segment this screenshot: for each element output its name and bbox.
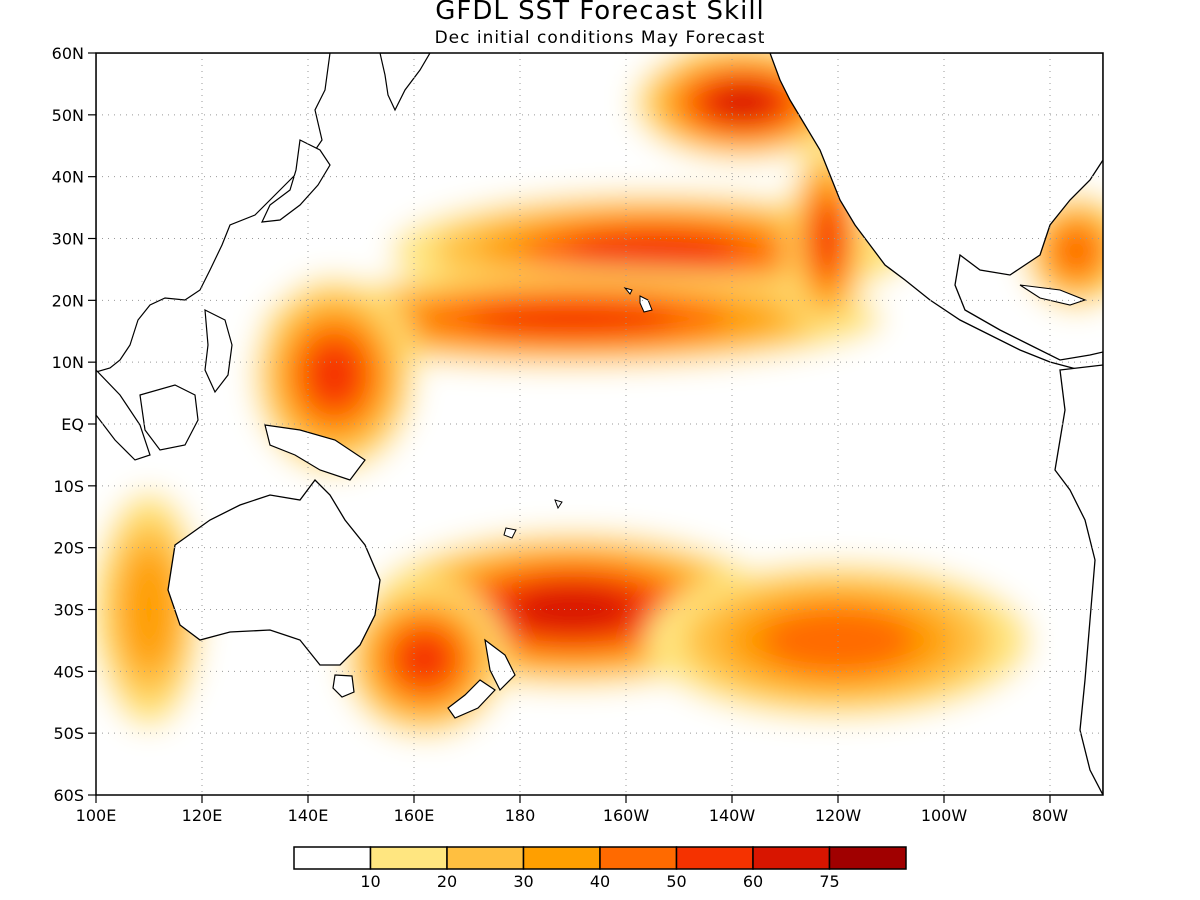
- lat-tick-label: 60S: [53, 786, 84, 805]
- lat-tick-label: EQ: [61, 415, 84, 434]
- land-masses: [96, 53, 1103, 795]
- lon-tick-label: 100W: [921, 806, 968, 825]
- lon-tick-label: 160E: [394, 806, 435, 825]
- colorbar-swatch: [752, 846, 831, 870]
- new-zealand-landmass: [484, 638, 516, 692]
- skill-region-indian-ocean-east-level-3: [121, 550, 177, 669]
- colorbar-label: 75: [819, 872, 839, 891]
- colorbar-label: 30: [513, 872, 533, 891]
- colorbar: 10 20 30 40 50 60 75: [293, 846, 907, 891]
- lon-tick-label: 140E: [288, 806, 329, 825]
- map-subtitle: Dec initial conditions May Forecast: [434, 28, 766, 48]
- colorbar-swatch: [446, 846, 525, 870]
- lat-tick-label: 60N: [52, 44, 84, 63]
- lat-tick-label: 10S: [53, 477, 84, 496]
- borneo-landmass: [139, 384, 199, 451]
- colorbar-swatch: [675, 846, 754, 870]
- map-title: GFDL SST Forecast Skill: [435, 0, 765, 26]
- colorbar-swatch: [522, 846, 601, 870]
- colorbar-label: 10: [360, 872, 380, 891]
- colorbar-label: 40: [590, 872, 610, 891]
- tasmania-landmass: [332, 674, 355, 698]
- skill-region-tasman-sea-level-5: [397, 632, 453, 686]
- colorbar-swatch: [828, 846, 907, 870]
- lat-tick-label: 20N: [52, 291, 84, 310]
- north-america-landmass: [769, 53, 1103, 381]
- axes: 60N50N40N30N20N10NEQ10S20S30S40S50S60S10…: [52, 44, 1069, 825]
- lat-tick-label: 30S: [53, 601, 84, 620]
- south-america-landmass: [1054, 364, 1103, 795]
- colorbar-swatch: [369, 846, 448, 870]
- lat-tick-label: 50S: [53, 724, 84, 743]
- sumatra-landmass: [96, 369, 151, 461]
- hawaii-islands: [623, 287, 653, 313]
- lat-tick-label: 10N: [52, 353, 84, 372]
- skill-region-north-pacific-band-level-5: [565, 231, 740, 271]
- lon-tick-label: 120W: [815, 806, 862, 825]
- colorbar-label: 50: [666, 872, 686, 891]
- kamchatka-landmass: [379, 53, 431, 112]
- skill-region-south-pacific-convergence-level-6: [513, 586, 633, 633]
- lat-tick-label: 20S: [53, 539, 84, 558]
- japan-landmass: [261, 139, 331, 223]
- skill-region-gulf-of-alaska-level-6: [711, 85, 775, 120]
- skill-region-west-pacific-warm-pool-level-5: [306, 341, 363, 408]
- lat-tick-label: 50N: [52, 106, 84, 125]
- lon-tick-label: 100E: [76, 806, 117, 825]
- new-guinea-landmass: [264, 424, 366, 481]
- skill-region-subtropical-north-level-5: [469, 302, 677, 336]
- lat-tick-label: 40S: [53, 662, 84, 681]
- philippines-landmass: [204, 308, 233, 394]
- colorbar-label: 20: [437, 872, 457, 891]
- lon-tick-label: 120E: [182, 806, 223, 825]
- lon-tick-label: 140W: [709, 806, 756, 825]
- skill-region-caribbean-level-4: [1054, 227, 1099, 275]
- lat-tick-label: 40N: [52, 168, 84, 187]
- skill-region-southeast-pacific-level-4: [760, 608, 916, 673]
- fiji-islands: [503, 499, 563, 539]
- new-zealand-south-landmass: [447, 679, 496, 719]
- lon-tick-label: 80W: [1032, 806, 1068, 825]
- australia-landmass: [167, 479, 381, 666]
- asia-landmass: [96, 53, 331, 373]
- colorbar-swatch: [293, 846, 372, 870]
- lon-tick-label: 180: [505, 806, 536, 825]
- lat-tick-label: 30N: [52, 230, 84, 249]
- colorbar-label: 60: [743, 872, 763, 891]
- lon-tick-label: 160W: [603, 806, 650, 825]
- skill-region-california-current-level-5: [813, 205, 842, 272]
- colorbar-swatch: [599, 846, 678, 870]
